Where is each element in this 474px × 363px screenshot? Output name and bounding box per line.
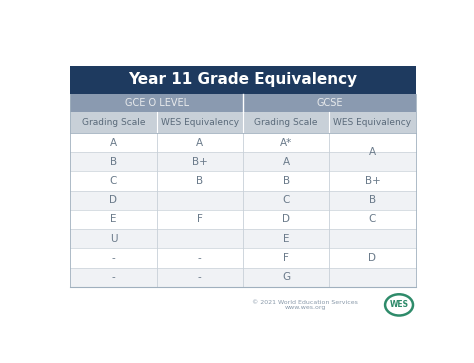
Text: -: -: [198, 253, 201, 263]
Text: A: A: [283, 157, 290, 167]
Text: © 2021 World Education Services
www.wes.org: © 2021 World Education Services www.wes.…: [252, 299, 358, 310]
Text: -: -: [111, 253, 115, 263]
Text: WES: WES: [390, 301, 409, 309]
Text: G: G: [282, 272, 290, 282]
Text: Grading Scale: Grading Scale: [255, 118, 318, 127]
Text: A*: A*: [280, 138, 292, 148]
Text: B: B: [196, 176, 203, 186]
Text: E: E: [110, 215, 117, 224]
Text: F: F: [283, 253, 289, 263]
Text: Grading Scale: Grading Scale: [82, 118, 145, 127]
Text: B: B: [110, 157, 117, 167]
Text: C: C: [110, 176, 117, 186]
Text: U: U: [109, 234, 117, 244]
FancyBboxPatch shape: [70, 152, 416, 171]
Text: B: B: [283, 176, 290, 186]
FancyBboxPatch shape: [70, 268, 416, 287]
Text: B+: B+: [192, 157, 208, 167]
FancyBboxPatch shape: [70, 210, 416, 229]
Text: C: C: [369, 215, 376, 224]
FancyBboxPatch shape: [70, 171, 416, 191]
Text: D: D: [109, 195, 118, 205]
Text: Year 11 Grade Equivalency: Year 11 Grade Equivalency: [128, 72, 357, 87]
Text: A: A: [110, 138, 117, 148]
Text: F: F: [197, 215, 203, 224]
Text: WES Equivalency: WES Equivalency: [333, 118, 411, 127]
Text: B: B: [369, 195, 376, 205]
FancyBboxPatch shape: [70, 229, 416, 248]
FancyBboxPatch shape: [70, 133, 416, 152]
Text: D: D: [282, 215, 290, 224]
Text: GCSE: GCSE: [316, 98, 343, 108]
FancyBboxPatch shape: [70, 112, 416, 133]
Text: -: -: [198, 272, 201, 282]
Text: D: D: [368, 253, 376, 263]
FancyBboxPatch shape: [70, 191, 416, 210]
Text: C: C: [283, 195, 290, 205]
Text: B+: B+: [365, 176, 380, 186]
FancyBboxPatch shape: [70, 94, 416, 112]
FancyBboxPatch shape: [70, 66, 416, 94]
Text: E: E: [283, 234, 289, 244]
Text: A: A: [196, 138, 203, 148]
Text: A: A: [369, 147, 376, 157]
Text: WES Equivalency: WES Equivalency: [161, 118, 239, 127]
FancyBboxPatch shape: [70, 248, 416, 268]
Text: -: -: [111, 272, 115, 282]
Text: GCE O LEVEL: GCE O LEVEL: [125, 98, 189, 108]
